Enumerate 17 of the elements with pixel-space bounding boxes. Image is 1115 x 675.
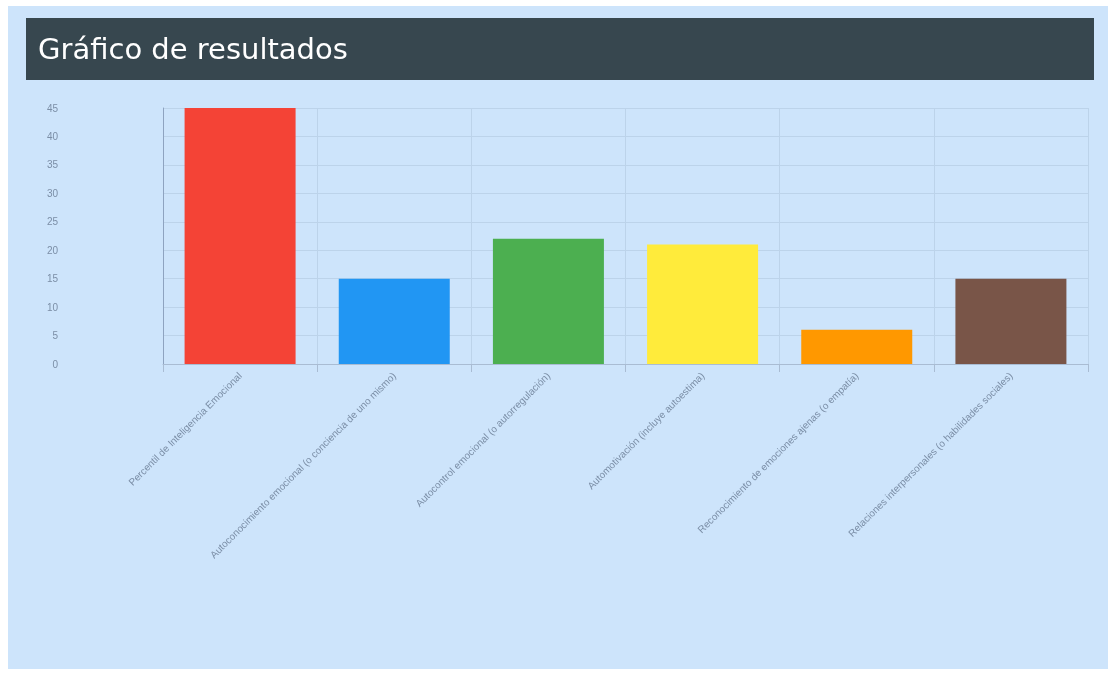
bar [184,108,296,364]
bar [955,278,1067,364]
chart-title: Gráfico de resultados [26,18,1094,80]
bar [338,278,450,364]
bar [492,238,604,364]
y-tick-label: 35 [46,159,59,171]
y-tick-label: 25 [46,216,59,228]
y-tick-label: 10 [46,301,59,313]
y-tick-label: 15 [46,273,59,285]
y-tick-label: 45 [46,102,59,114]
bar [801,329,913,364]
y-tick-label: 20 [46,244,59,256]
y-tick-label: 0 [52,358,59,370]
y-tick-label: 40 [46,130,59,142]
bar [647,244,759,364]
y-tick-label: 5 [52,330,59,342]
y-tick-label: 30 [46,187,59,199]
